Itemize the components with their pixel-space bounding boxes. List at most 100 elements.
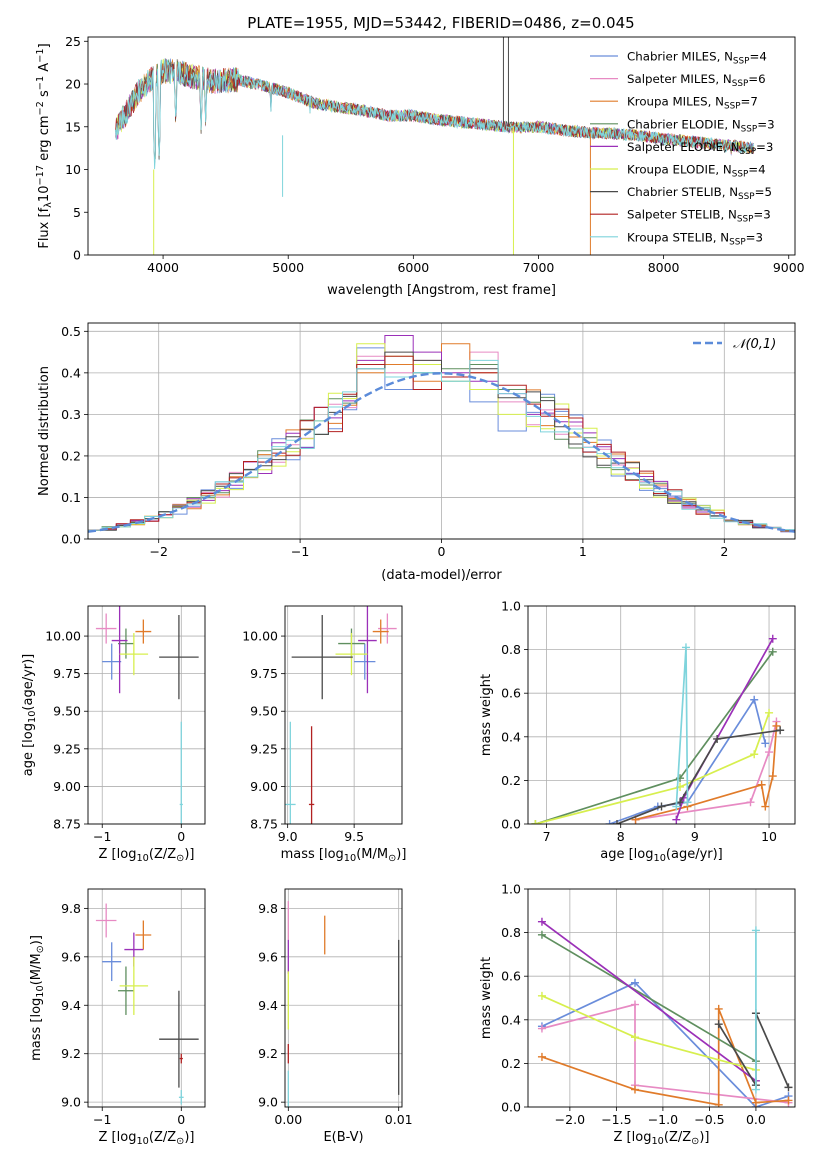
series-marker <box>630 1000 639 1009</box>
y-tick-label: 0.5 <box>61 324 81 339</box>
y-tick-label: 20 <box>65 77 81 92</box>
series-marker <box>768 647 777 656</box>
series-marker <box>537 1024 546 1033</box>
age-vs-mass-frame <box>284 605 403 825</box>
errorbar-chabrier-miles <box>354 643 376 680</box>
series-marker <box>537 930 546 939</box>
y-tick-label: 0.0 <box>501 1100 521 1115</box>
y-tick-label: 9.25 <box>250 741 278 756</box>
errorbar-kroupa-miles <box>372 619 389 644</box>
x-tick-label: 7000 <box>523 260 555 275</box>
series-marker <box>714 1020 723 1029</box>
legend-label-normal: 𝒩(0,1) <box>733 337 776 352</box>
mass-vs-Z-grid <box>88 889 205 1107</box>
legend-label-salpeter-elodie: Salpeter ELODIE, NSSP=3 <box>627 140 773 157</box>
legend-label-chabrier-elodie: Chabrier ELODIE, NSSP=3 <box>627 117 775 134</box>
series-marker <box>784 1083 793 1092</box>
errorbar-salpeter-elodie <box>111 606 128 694</box>
series-kroupa-stelib <box>751 926 760 1094</box>
x-tick-label: 0.0 <box>746 1112 766 1127</box>
errorbar-chabrier-stelib <box>291 615 353 700</box>
y-tick-label: 10 <box>65 162 81 177</box>
y-tick-label: 8.75 <box>250 817 278 832</box>
y-tick-label: 0.8 <box>501 925 521 940</box>
legend-label-chabrier-miles: Chabrier MILES, NSSP=4 <box>627 50 767 67</box>
spectrum-ylabel: Flux [fλ10−17 erg cm−2 s−1 A−1] <box>35 43 54 248</box>
y-tick-label: 0.3 <box>61 407 81 422</box>
series-marker <box>630 978 639 987</box>
x-tick-label: 0 <box>177 829 185 844</box>
y-tick-label: 0.6 <box>501 686 521 701</box>
x-tick-label: 7 <box>543 829 551 844</box>
mass-weight-vs-age-frame <box>527 605 796 825</box>
series-marker <box>751 926 760 935</box>
mass-vs-Z-ylabel: mass [log10(M/M⊙)] <box>29 935 46 1061</box>
age-vs-Z-panel: −1 0 8.75 9.00 9.25 9.50 9.75 10.00 Z [log10(Z/Z… <box>21 605 206 864</box>
y-tick-label: 10.00 <box>45 629 81 644</box>
x-tick-label: −1 <box>93 1112 111 1127</box>
y-tick-label: 9.25 <box>53 741 81 756</box>
series-kroupa-elodie <box>537 991 760 1074</box>
x-tick-label: −1 <box>291 544 309 559</box>
mass-weight-vs-Z-ylabel: mass weight <box>479 957 494 1039</box>
y-tick-label: 0.0 <box>61 532 81 547</box>
y-tick-label: 9.2 <box>258 1046 278 1061</box>
age-vs-Z-plot-area <box>95 606 199 824</box>
series-line <box>535 651 774 824</box>
y-tick-label: 9.75 <box>53 666 81 681</box>
y-tick-label: 9.8 <box>258 901 278 916</box>
series-line <box>675 647 689 807</box>
age-vs-Z-ticks: −1 0 8.75 9.00 9.25 9.50 9.75 10.00 <box>45 629 185 844</box>
series-chabrier-elodie <box>537 930 760 1066</box>
x-tick-label: −1.0 <box>648 1112 678 1127</box>
series-marker <box>765 748 774 757</box>
mass-vs-Z-plot-area <box>95 903 199 1105</box>
series-kroupa-miles <box>537 1004 793 1107</box>
series-marker <box>772 721 781 730</box>
mass-weight-vs-Z-grid <box>528 888 795 1108</box>
series-marker <box>751 1098 760 1107</box>
age-vs-mass-plot-area <box>285 606 397 824</box>
y-tick-label: 0.2 <box>501 773 521 788</box>
errorbar-chabrier-miles <box>102 942 122 982</box>
x-tick-label: 9000 <box>773 260 805 275</box>
errorbar-chabrier-miles <box>102 643 122 680</box>
series-marker <box>784 1096 793 1105</box>
series-marker <box>761 739 770 748</box>
y-tick-label: 9.75 <box>250 666 278 681</box>
mass-vs-Z-xlabel: Z [log10(Z/Z⊙)] <box>99 1130 195 1147</box>
series-marker <box>537 991 546 1000</box>
errorbar-kroupa-stelib <box>178 1090 184 1105</box>
y-tick-label: 0.4 <box>501 729 521 744</box>
errorbar-salpeter-miles <box>95 903 117 938</box>
spectrum-frame <box>87 36 796 256</box>
residuals-xlabel: (data-model)/error <box>381 568 502 583</box>
mass-vs-Z-frame <box>87 888 206 1108</box>
y-tick-label: 5 <box>73 205 81 220</box>
y-tick-label: 9.50 <box>53 704 81 719</box>
y-tick-label: 9.00 <box>53 779 81 794</box>
series-salpeter-elodie <box>537 917 760 1085</box>
mass-weight-vs-age-panel: 7 8 9 10 0.0 0.2 0.4 0.6 0.8 1.0 age [log10(age/yr… <box>479 599 796 864</box>
series-salpeter-elodie <box>672 634 777 824</box>
age-vs-Z-frame <box>87 605 206 825</box>
y-tick-label: 9.6 <box>61 949 81 964</box>
x-tick-label: 10 <box>761 829 777 844</box>
series-line <box>635 721 778 821</box>
series-marker <box>750 750 759 759</box>
y-tick-label: 0.6 <box>501 969 521 984</box>
series-line <box>717 1012 790 1089</box>
y-tick-label: 0.2 <box>61 448 81 463</box>
errorbar-kroupa-stelib <box>285 721 296 824</box>
legend-label-kroupa-miles: Kroupa MILES, NSSP=7 <box>627 95 758 112</box>
age-vs-mass-xlabel: mass [log10(M/M⊙)] <box>281 847 407 864</box>
y-tick-label: 9.0 <box>258 1095 278 1110</box>
errorbar-salpeter-miles <box>95 613 117 644</box>
errorbar-kroupa-elodie <box>335 633 368 676</box>
series-marker <box>714 1100 723 1107</box>
errorbar-kroupa-elodie <box>119 956 149 1015</box>
y-tick-label: 9.50 <box>250 704 278 719</box>
mass-weight-vs-Z-plot-area <box>537 917 793 1107</box>
series-kroupa-stelib <box>672 643 692 811</box>
